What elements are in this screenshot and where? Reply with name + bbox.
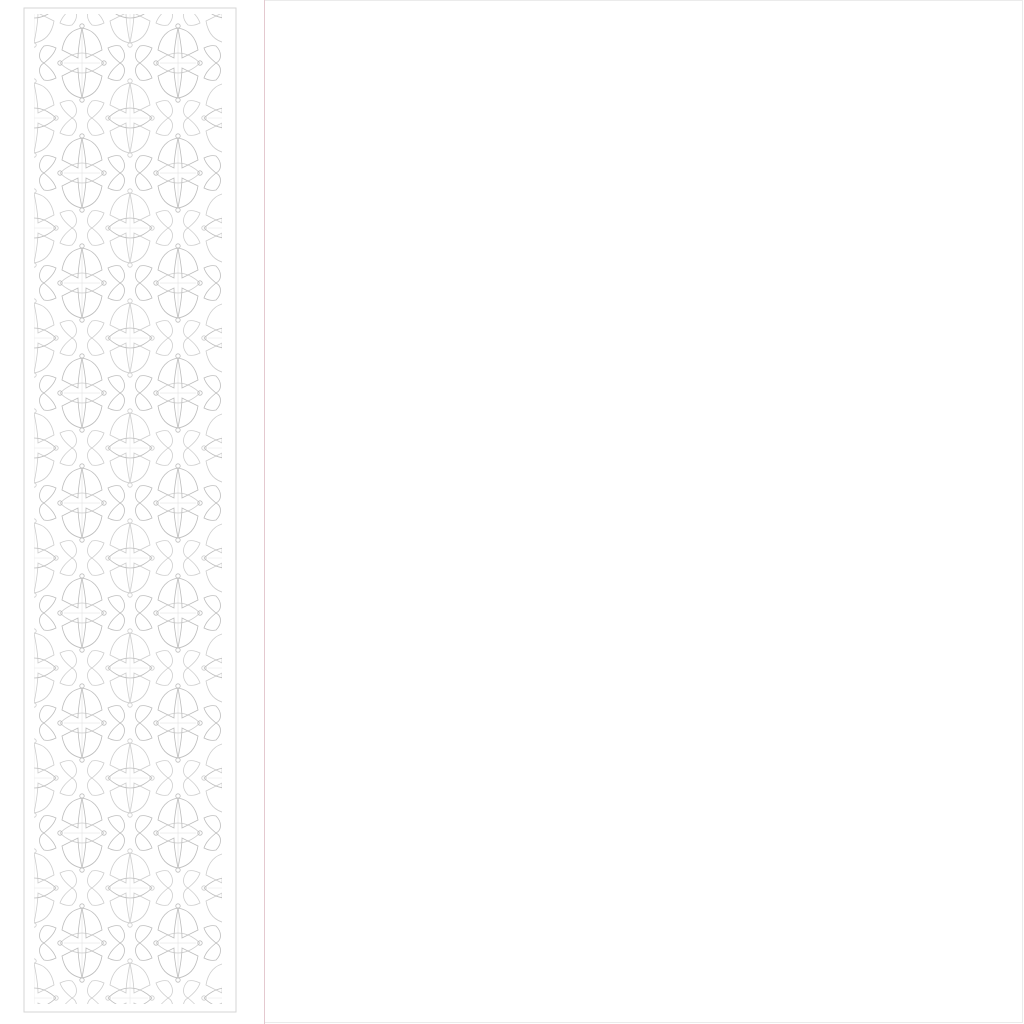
panel-divider	[264, 0, 265, 1024]
lattice-tile-icon	[34, 14, 222, 1004]
lattice-pattern	[23, 7, 237, 1013]
blank-canvas	[265, 0, 1023, 1023]
pattern-panel	[0, 0, 264, 1024]
